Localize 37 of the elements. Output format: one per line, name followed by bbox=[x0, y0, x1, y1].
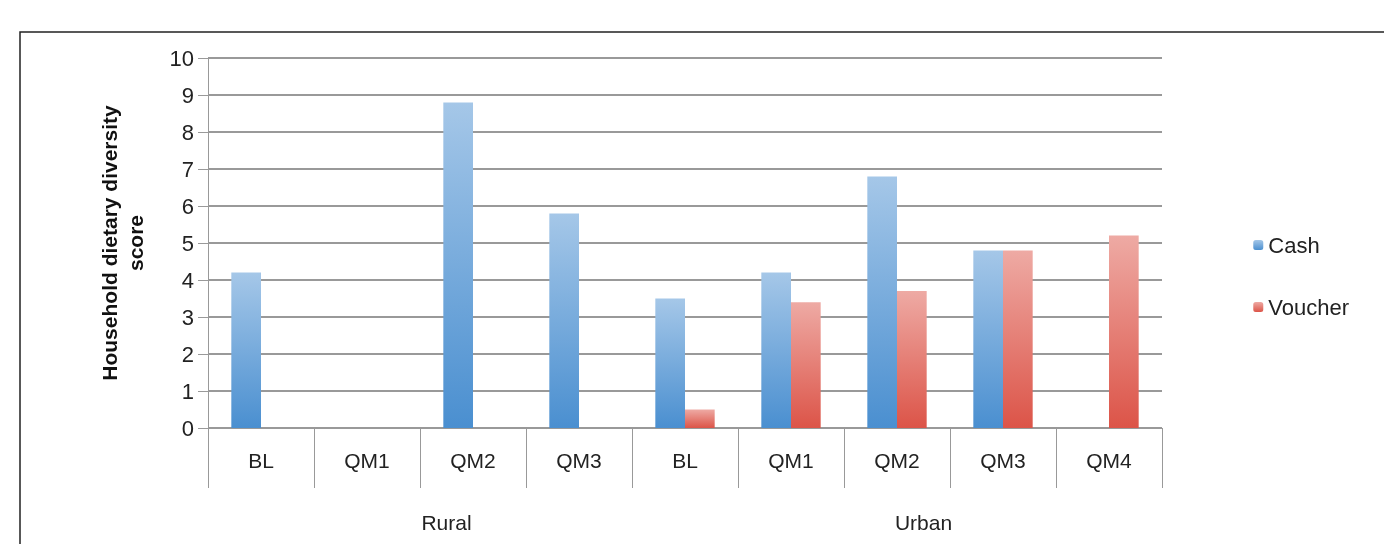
y-tick-label: 1 bbox=[181, 378, 194, 404]
x-tick-label: BL bbox=[672, 449, 698, 472]
y-tick-label: 9 bbox=[181, 82, 194, 108]
bar bbox=[973, 250, 1003, 428]
x-tick-label: QM4 bbox=[1086, 449, 1133, 472]
x-tick-label: QM3 bbox=[980, 449, 1026, 472]
y-tick-label: 10 bbox=[169, 45, 194, 71]
y-tick-label: 7 bbox=[181, 156, 194, 182]
x-tick-label: BL bbox=[248, 449, 274, 472]
bar bbox=[791, 302, 821, 428]
bar bbox=[867, 176, 897, 428]
bar bbox=[897, 291, 927, 428]
y-tick-label: 3 bbox=[181, 304, 194, 330]
bar bbox=[231, 272, 261, 428]
legend-label: Voucher bbox=[1268, 294, 1350, 320]
y-tick-label: 5 bbox=[181, 230, 194, 256]
x-tick-label: QM2 bbox=[450, 449, 496, 472]
y-tick-label: 2 bbox=[181, 341, 194, 367]
x-tick-label: QM2 bbox=[874, 449, 920, 472]
bar bbox=[655, 298, 685, 428]
y-tick-label: 4 bbox=[181, 267, 194, 293]
bar bbox=[1003, 250, 1033, 428]
y-axis-title: Household dietary diversity score bbox=[97, 104, 147, 381]
text: Urban bbox=[894, 511, 953, 534]
bar bbox=[443, 102, 473, 428]
bar bbox=[1109, 235, 1139, 428]
legend-label: Cash bbox=[1268, 232, 1320, 258]
y-tick-label: 0 bbox=[181, 415, 194, 441]
x-tick-label: QM3 bbox=[556, 449, 602, 472]
y-tick-label: 6 bbox=[181, 193, 194, 219]
bar bbox=[761, 272, 791, 428]
bar bbox=[685, 409, 715, 428]
bar bbox=[549, 213, 579, 428]
y-tick-label: 8 bbox=[181, 119, 194, 145]
x-tick-label: QM1 bbox=[344, 449, 390, 472]
x-tick-label: QM1 bbox=[768, 449, 814, 472]
text: Rural bbox=[421, 511, 472, 534]
